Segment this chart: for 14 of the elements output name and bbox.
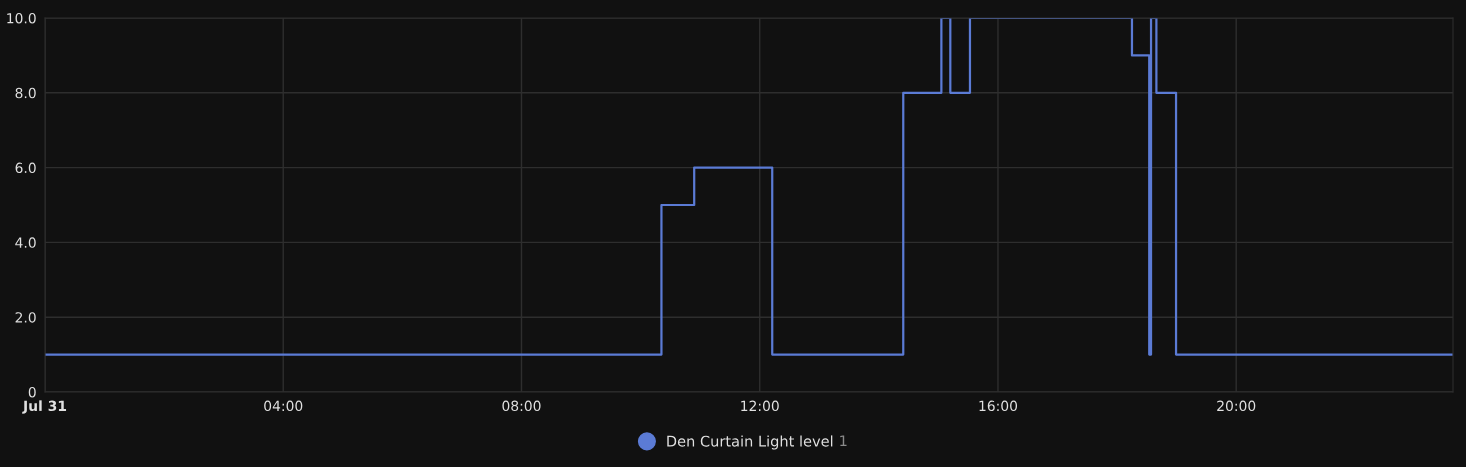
x-tick-label: 08:00: [502, 400, 541, 412]
y-tick-label: 4.0: [15, 237, 36, 248]
text: 1: [840, 435, 847, 447]
x-tick-label: Jul 31: [22, 400, 67, 414]
legend-label: Den Curtain Light level: [667, 435, 833, 450]
x-tick-label: 16:00: [979, 400, 1018, 412]
y-tick-label: 0: [28, 386, 36, 398]
y-tick-label: 10.0: [7, 12, 36, 24]
y-tick-label: 2.0: [15, 312, 36, 323]
x-tick-label: 20:00: [1217, 400, 1256, 412]
x-tick-label: 04:00: [264, 400, 303, 412]
x-tick-label: 12:00: [741, 400, 779, 412]
y-tick-label: 8.0: [15, 87, 36, 99]
y-tick-label: 6.0: [15, 162, 36, 174]
